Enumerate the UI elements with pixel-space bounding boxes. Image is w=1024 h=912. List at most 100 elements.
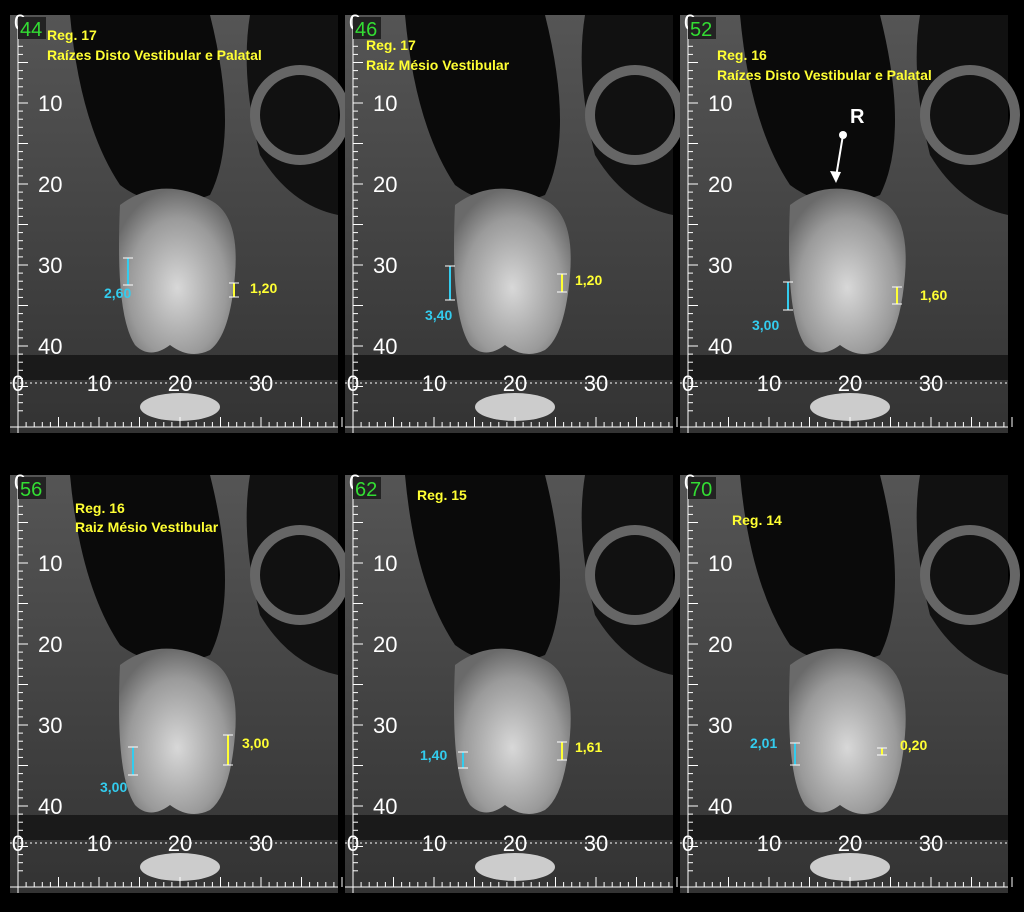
horizontal-scale-label: 0 <box>12 831 24 856</box>
slice-box <box>18 17 46 39</box>
left-measurement: 3,00 <box>752 317 779 333</box>
vertical-scale-label: 20 <box>708 172 732 197</box>
horizontal-scale-label: 30 <box>584 831 608 856</box>
vertical-scale-label: 30 <box>38 253 62 278</box>
tooth <box>789 188 906 354</box>
vertical-scale-label: 10 <box>373 551 397 576</box>
opposing-tooth <box>810 393 890 421</box>
marker-arrowhead <box>830 171 841 183</box>
horizontal-scale-label: 10 <box>87 831 111 856</box>
horizontal-scale-label: 0 <box>682 831 694 856</box>
sinus <box>405 475 560 663</box>
right-measurement: 1,20 <box>575 272 602 288</box>
nasal-turbinate <box>246 475 338 675</box>
horizontal-scale-label: 0 <box>347 371 359 396</box>
vertical-scale-label: 40 <box>708 334 732 359</box>
opposing-tooth <box>475 393 555 421</box>
vertical-scale-label: 10 <box>38 91 62 116</box>
horizontal-scale-label: 10 <box>757 831 781 856</box>
tooth <box>119 648 236 814</box>
horizontal-scale-label: 20 <box>503 831 527 856</box>
nasal-turbinate <box>581 15 673 215</box>
slice-number: 56 <box>20 479 42 501</box>
occlusal-gap <box>345 815 673 840</box>
occlusal-gap <box>10 355 338 380</box>
horizontal-scale-label: 30 <box>919 371 943 396</box>
sinus <box>740 15 895 203</box>
root-label: Raízes Disto Vestibular e Palatal <box>47 47 262 63</box>
horizontal-scale-label: 0 <box>12 371 24 396</box>
horizontal-scale-label: 20 <box>838 831 862 856</box>
right-measurement: 1,60 <box>920 287 947 303</box>
nasal-turbinate <box>916 475 1008 675</box>
sinus <box>70 15 225 203</box>
vertical-scale-label: 40 <box>708 794 732 819</box>
right-measurement: 1,20 <box>250 280 277 296</box>
region-label: Reg. 14 <box>732 512 782 528</box>
horizontal-scale-label: 30 <box>919 831 943 856</box>
left-measurement: 1,40 <box>420 747 447 763</box>
vertical-scale-label: 30 <box>38 713 62 738</box>
occlusal-gap <box>345 355 673 380</box>
sinus <box>70 475 225 663</box>
vertical-scale-label: 40 <box>373 794 397 819</box>
occlusal-gap <box>680 815 1008 840</box>
left-measurement: 2,01 <box>750 735 777 751</box>
slice-box <box>18 477 46 499</box>
turbinate-ring <box>920 65 1020 165</box>
turbinate-ring <box>920 525 1020 625</box>
vertical-scale-label: 30 <box>708 713 732 738</box>
horizontal-scale-label: 20 <box>168 371 192 396</box>
horizontal-scale-label: 20 <box>838 371 862 396</box>
opposing-tooth <box>475 853 555 881</box>
root-label: Raiz Mésio Vestibular <box>75 519 219 535</box>
slice-box <box>353 17 381 39</box>
horizontal-scale-label: 10 <box>422 371 446 396</box>
tooth <box>789 648 906 814</box>
horizontal-scale-label: 30 <box>249 371 273 396</box>
sinus <box>405 15 560 203</box>
slice-number: 46 <box>355 19 377 41</box>
vertical-scale-label: 10 <box>708 551 732 576</box>
vertical-scale-label: 40 <box>38 334 62 359</box>
left-measurement: 3,40 <box>425 307 452 323</box>
vertical-scale-label: 20 <box>708 632 732 657</box>
horizontal-scale-label: 20 <box>503 371 527 396</box>
right-measurement: 1,61 <box>575 739 602 755</box>
left-measurement: 3,00 <box>100 779 127 795</box>
sinus <box>740 475 895 663</box>
opposing-tooth <box>140 393 220 421</box>
region-label: Reg. 16 <box>75 500 125 516</box>
vertical-scale-label: 10 <box>373 91 397 116</box>
opposing-tooth <box>140 853 220 881</box>
horizontal-scale-label: 30 <box>584 371 608 396</box>
vertical-scale-label: 10 <box>38 551 62 576</box>
vertical-scale-label: 20 <box>373 172 397 197</box>
horizontal-scale-label: 0 <box>347 831 359 856</box>
occlusal-gap <box>680 355 1008 380</box>
horizontal-scale-label: 10 <box>87 371 111 396</box>
marker-label: R <box>850 106 865 128</box>
slice-number: 62 <box>355 479 377 501</box>
region-label: Reg. 17 <box>366 37 416 53</box>
vertical-scale-label: 30 <box>373 713 397 738</box>
horizontal-scale-label: 10 <box>422 831 446 856</box>
root-label: Raízes Disto Vestibular e Palatal <box>717 67 932 83</box>
tooth <box>454 188 571 354</box>
slice-number: 52 <box>690 19 712 41</box>
vertical-scale-label: 30 <box>708 253 732 278</box>
slice-box <box>353 477 381 499</box>
region-label: Reg. 15 <box>417 487 467 503</box>
root-label: Raiz Mésio Vestibular <box>366 57 510 73</box>
slice-number: 44 <box>20 19 42 41</box>
vertical-scale-label: 20 <box>373 632 397 657</box>
opposing-tooth <box>810 853 890 881</box>
vertical-scale-label: 10 <box>708 91 732 116</box>
vertical-scale-label: 30 <box>373 253 397 278</box>
occlusal-gap <box>10 815 338 840</box>
marker-arrow <box>835 134 844 178</box>
tooth <box>119 188 236 354</box>
